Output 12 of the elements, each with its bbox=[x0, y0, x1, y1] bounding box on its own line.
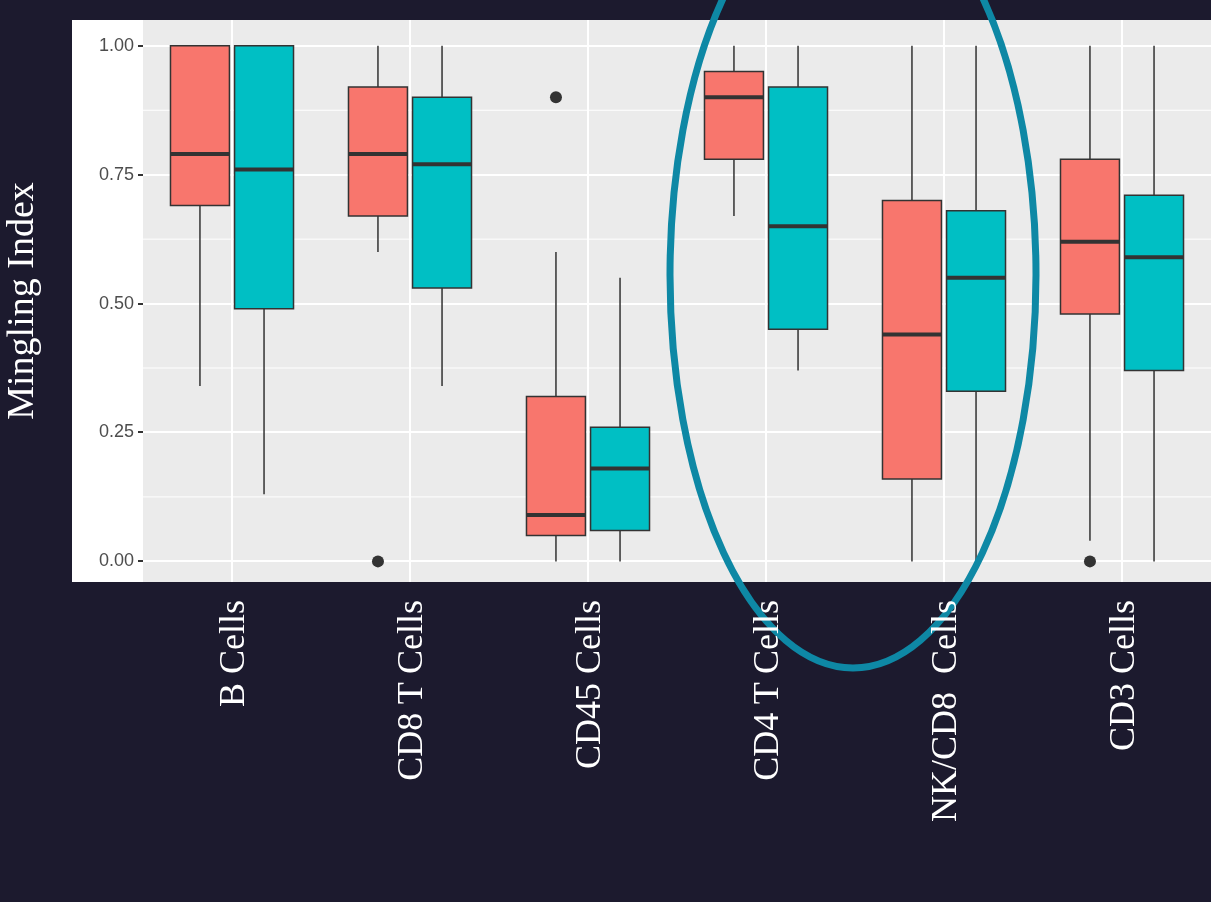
x-tick-label: CD45 Cells bbox=[568, 600, 608, 770]
x-tick-label: CD3 Cells bbox=[1102, 600, 1142, 752]
y-tick-label: 0.25 bbox=[98, 421, 134, 442]
x-tick-label: NK/CD8 Cells bbox=[924, 600, 964, 823]
y-tick-label: 0.50 bbox=[98, 292, 134, 313]
x-tick-label: CD8 T Cells bbox=[390, 600, 430, 781]
y-axis-title: Mingling Index bbox=[0, 182, 41, 420]
x-tick-label: CD4 T Cells bbox=[746, 600, 786, 781]
y-tick-label: 0.75 bbox=[98, 163, 134, 184]
y-tick-label: 0.00 bbox=[98, 550, 134, 571]
x-tick-label: B Cells bbox=[212, 600, 252, 708]
y-tick-label: 1.00 bbox=[98, 34, 134, 55]
